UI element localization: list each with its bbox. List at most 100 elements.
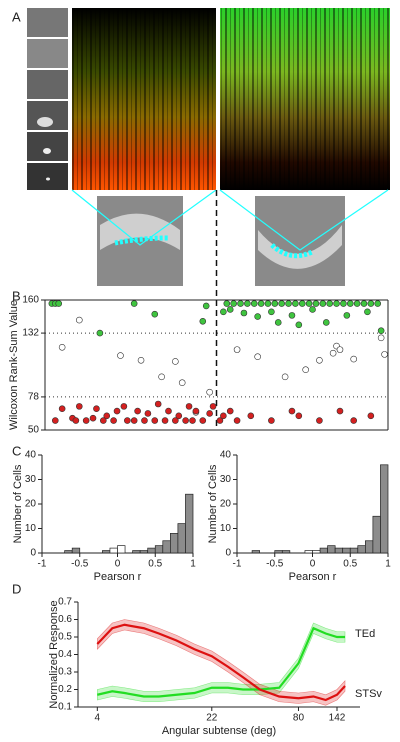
- point: [343, 312, 351, 319]
- point: [137, 356, 145, 364]
- bar: [365, 540, 374, 554]
- point: [144, 410, 152, 417]
- panel-label: A: [12, 9, 21, 24]
- y-tick-label: 160: [22, 295, 39, 306]
- y-tick-label: 78: [28, 392, 40, 403]
- point: [377, 334, 385, 342]
- y-tick-label: 20: [25, 499, 37, 510]
- point: [281, 373, 289, 381]
- point: [298, 300, 306, 307]
- y-tick-label: 0.4: [58, 649, 72, 660]
- y-tick-label: 0.2: [58, 684, 72, 695]
- x-tick-label: 1: [190, 559, 196, 570]
- point: [237, 300, 244, 307]
- point: [154, 400, 162, 408]
- point: [285, 300, 292, 307]
- point: [292, 300, 299, 307]
- y-tick-label: 20: [220, 499, 232, 510]
- x-tick-label: -0.5: [71, 559, 89, 570]
- x-axis-label: Pearson r: [289, 571, 337, 583]
- point: [172, 358, 179, 365]
- panel-label: B: [12, 288, 21, 303]
- point: [268, 308, 275, 316]
- point: [254, 313, 261, 320]
- point: [322, 319, 330, 326]
- point: [100, 417, 107, 424]
- point: [96, 329, 104, 337]
- y-tick-label: 40: [25, 450, 37, 461]
- x-tick-label: 0: [310, 559, 316, 570]
- point: [247, 412, 255, 420]
- point: [336, 346, 344, 353]
- point: [103, 412, 111, 420]
- y-tick-label: 132: [22, 328, 39, 339]
- bar: [281, 550, 291, 554]
- point: [216, 417, 224, 424]
- y-tick-label: 10: [25, 523, 37, 534]
- point: [367, 300, 375, 307]
- bar: [342, 547, 351, 554]
- x-axis-label: Angular subtense (deg): [162, 725, 276, 737]
- x-tick-label: 80: [293, 713, 305, 724]
- point: [58, 343, 66, 351]
- y-axis-label: Number of Cells: [12, 464, 24, 543]
- x-axis-label: Pearson r: [94, 571, 142, 583]
- point: [76, 316, 83, 324]
- point: [288, 407, 296, 415]
- bar: [349, 547, 359, 554]
- point: [226, 407, 234, 415]
- point: [124, 417, 131, 424]
- bar: [132, 550, 141, 554]
- y-tick-label: 0: [225, 548, 231, 559]
- point: [134, 407, 141, 415]
- y-tick-label: 30: [220, 474, 232, 485]
- line: [97, 626, 346, 698]
- y-tick-label: 40: [220, 450, 232, 461]
- x-tick-label: 142: [329, 713, 346, 724]
- point: [240, 309, 248, 317]
- point: [89, 414, 97, 422]
- point: [312, 300, 320, 307]
- point: [233, 417, 241, 424]
- y-tick-label: 0.5: [58, 632, 72, 643]
- bar: [319, 547, 328, 554]
- point: [199, 317, 207, 325]
- point: [175, 412, 183, 420]
- point: [165, 407, 172, 415]
- bar: [109, 547, 118, 554]
- bar: [357, 545, 366, 554]
- point: [374, 300, 382, 307]
- bar: [162, 540, 171, 554]
- point: [199, 417, 207, 424]
- series-label: TEd: [355, 628, 375, 640]
- point: [230, 300, 237, 307]
- bar: [71, 547, 81, 554]
- point: [209, 403, 217, 410]
- bar: [334, 547, 344, 554]
- point: [113, 407, 121, 415]
- point: [364, 308, 371, 316]
- bar: [139, 550, 149, 554]
- x-tick-label: 0.5: [343, 559, 357, 570]
- y-tick-label: 0: [30, 548, 36, 559]
- x-tick-label: 4: [95, 713, 101, 724]
- point: [226, 306, 234, 313]
- y-tick-label: 30: [25, 474, 37, 485]
- x-tick-label: -0.5: [266, 559, 284, 570]
- point: [336, 407, 344, 415]
- bar: [170, 533, 179, 554]
- y-tick-label: 0.3: [58, 667, 72, 678]
- point: [220, 308, 227, 316]
- point: [192, 407, 200, 415]
- x-tick-label: 22: [206, 713, 218, 724]
- point: [185, 403, 193, 410]
- bar: [380, 464, 389, 554]
- point: [319, 300, 327, 307]
- bar: [147, 547, 156, 554]
- bar: [372, 515, 381, 554]
- point: [295, 321, 303, 329]
- y-tick-label: 0.7: [58, 597, 72, 608]
- point: [309, 306, 316, 313]
- point: [55, 300, 63, 307]
